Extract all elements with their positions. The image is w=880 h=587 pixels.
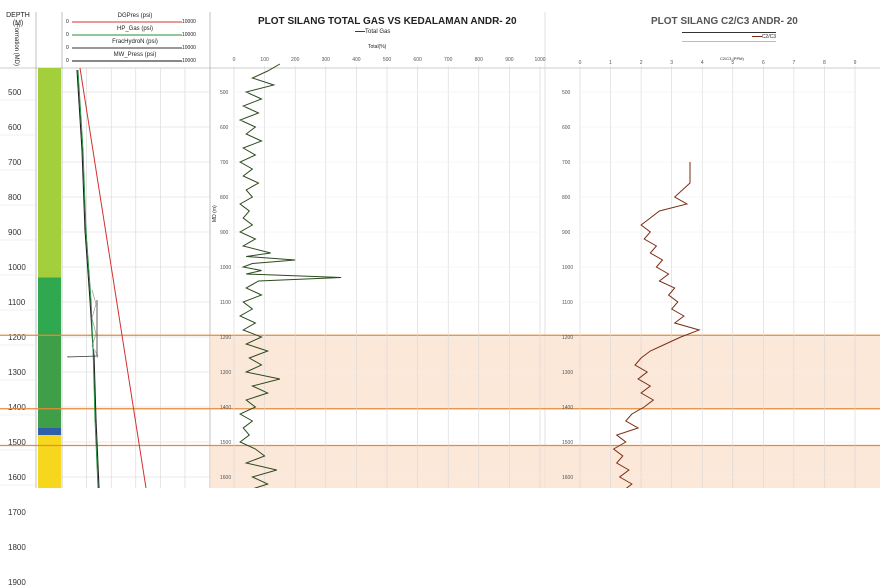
c2c3-legend: C2/C3 (682, 32, 776, 42)
c2c3-y-tick: 1500 (562, 440, 573, 446)
total-gas-y-tick: 800 (220, 195, 229, 201)
total-gas-y-tick: 600 (220, 125, 229, 131)
c2c3-y-tick: 1100 (562, 300, 573, 306)
c2c3-x-tick: 0 (579, 60, 582, 66)
depth-label: 900 (8, 228, 22, 237)
c2c3-y-tick: 700 (562, 160, 571, 166)
frac-hydro-line (91, 289, 99, 359)
total-gas-x-tick: 0 (233, 57, 236, 63)
pressure-legend-min: 0 (66, 32, 69, 38)
depth-label: 1300 (8, 368, 26, 377)
total-gas-y-tick: 1100 (220, 300, 231, 306)
c2c3-y-tick: 1200 (562, 335, 573, 341)
total-gas-y-tick: 1400 (220, 405, 231, 411)
c2c3-y-tick: 1300 (562, 370, 573, 376)
pressure-legend-name: FracHydroN (psi) (112, 39, 158, 45)
total-gas-x-tick: 800 (475, 57, 484, 63)
total-gas-y-tick: 1000 (220, 265, 231, 271)
pressure-legend-max: 10000 (182, 45, 196, 51)
c2c3-x-tick: 6 (762, 60, 765, 66)
pressure-legend-min: 0 (66, 58, 69, 64)
pressure-legend-min: 0 (66, 45, 69, 51)
dgpres-line (79, 67, 147, 488)
c2c3-x-tick: 8 (823, 60, 826, 66)
pressure-legend-max: 10000 (182, 58, 196, 64)
pressure-legend-max: 10000 (182, 19, 196, 25)
depth-header: DEPTH (M) (6, 12, 30, 27)
c2c3-series-line (612, 162, 701, 488)
c2c3-y-tick: 500 (562, 90, 571, 96)
total-gas-y-tick: 1600 (220, 475, 231, 481)
total-gas-x-tick: 200 (291, 57, 300, 63)
pressure-legend-max: 10000 (182, 32, 196, 38)
total-gas-y-tick: 1500 (220, 440, 231, 446)
formation-block (38, 277, 61, 334)
formation-block (38, 333, 61, 428)
depth-label: 1200 (8, 333, 26, 342)
total-gas-chart-title: PLOT SILANG TOTAL GAS VS KEDALAMAN ANDR-… (258, 16, 517, 27)
total-gas-x-tick: 300 (322, 57, 331, 63)
c2c3-x-tick: 9 (854, 60, 857, 66)
formation-block (38, 68, 61, 278)
pressure-legend-name: DGPres (psi) (117, 13, 153, 19)
pressure-legend-name: MW_Press (psi) (113, 52, 157, 58)
formation-block (38, 435, 61, 488)
depth-label: 1100 (8, 298, 26, 307)
total-gas-series-line (238, 63, 342, 488)
pressure-legend-name: HP_Gas (psi) (116, 26, 153, 32)
total-gas-y-tick: 1200 (220, 335, 231, 341)
total-gas-y-tick: 900 (220, 230, 229, 236)
total-gas-x-tick: 900 (505, 57, 514, 63)
total-gas-x-tick: 600 (413, 57, 422, 63)
total-gas-xlabel: Total(%) (368, 44, 387, 50)
total-gas-x-tick: 700 (444, 57, 453, 63)
c2c3-x-tick: 4 (701, 60, 704, 66)
formation-block (38, 428, 61, 435)
depth-label: 700 (8, 158, 22, 167)
total-gas-x-tick: 500 (383, 57, 392, 63)
total-gas-x-tick: 1000 (534, 57, 545, 63)
c2c3-xlabel: C2/C3 (PPM) (720, 56, 744, 61)
depth-label: 1700 (8, 508, 26, 517)
mw-step-line (67, 300, 98, 358)
depth-label: 500 (8, 88, 22, 97)
c2c3-x-tick: 1 (609, 60, 612, 66)
total-gas-x-tick: 100 (260, 57, 269, 63)
c2c3-y-tick: 1600 (562, 475, 573, 481)
c2c3-x-tick: 5 (731, 60, 734, 66)
depth-label: 1800 (8, 543, 26, 552)
total-gas-x-tick: 400 (352, 57, 361, 63)
c2c3-y-tick: 600 (562, 125, 571, 131)
c2c3-y-tick: 1000 (562, 265, 573, 271)
c2c3-y-tick: 800 (562, 195, 571, 201)
c2c3-x-tick: 2 (640, 60, 643, 66)
c2c3-y-tick: 900 (562, 230, 571, 236)
depth-label: 1400 (8, 403, 26, 412)
depth-label: 600 (8, 123, 22, 132)
pressure-legend-min: 0 (66, 19, 69, 25)
c2c3-x-tick: 3 (670, 60, 673, 66)
c2c3-chart-title: PLOT SILANG C2/C3 ANDR- 20 (651, 16, 798, 27)
depth-label: 800 (8, 193, 22, 202)
depth-label: 1500 (8, 438, 26, 447)
well-log-plot: 0 100 200 300 400 500 600 700 800 900 100050060070… (0, 12, 880, 488)
depth-label: 1000 (8, 263, 26, 272)
c2c3-y-tick: 1400 (562, 405, 573, 411)
hp-gas-line (77, 69, 99, 488)
mw-press-line (76, 69, 100, 488)
total-gas-y-tick: 700 (220, 160, 229, 166)
depth-label: 1900 (8, 578, 26, 587)
total-gas-legend: Total Gas (355, 28, 390, 36)
zone-highlight (210, 445, 880, 488)
total-gas-y-tick: 1300 (220, 370, 231, 376)
total-gas-y-tick: 500 (220, 90, 229, 96)
c2c3-x-tick: 7 (792, 60, 795, 66)
depth-label: 1600 (8, 473, 26, 482)
